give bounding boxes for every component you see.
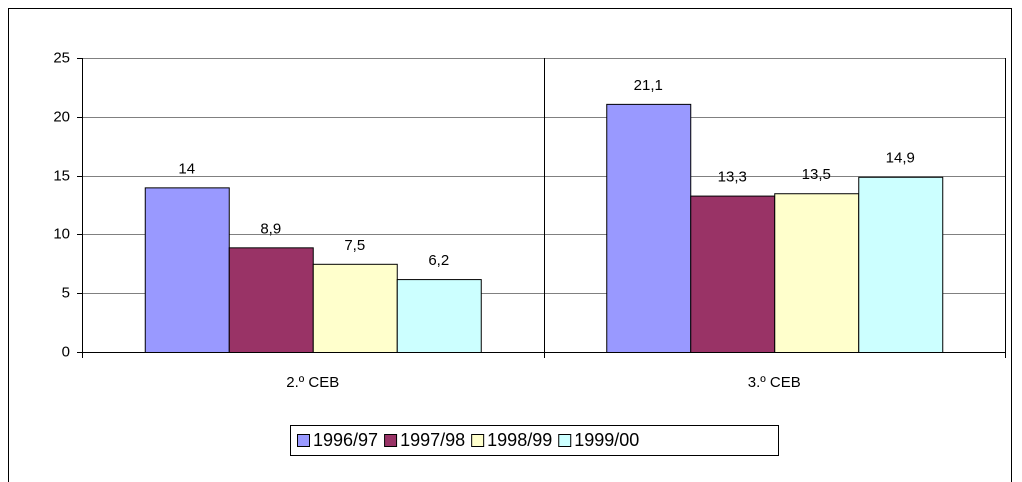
x-tick-label: 3.º CEB (748, 374, 801, 391)
data-label: 14 (178, 160, 195, 177)
bar (606, 103, 692, 353)
legend-label: 1997/98 (400, 430, 465, 450)
data-label: 13,3 (718, 169, 747, 186)
bar (312, 263, 398, 353)
legend-swatch (558, 434, 572, 447)
legend-box (290, 425, 779, 456)
x-tick-label: 2.º CEB (286, 374, 339, 391)
bar (774, 193, 860, 353)
legend-swatch (297, 434, 310, 447)
legend-label: 1996/97 (313, 430, 378, 450)
bar (858, 176, 944, 353)
bar (396, 279, 482, 354)
data-label: 6,2 (428, 252, 449, 269)
bar (144, 187, 230, 353)
data-label: 8,9 (260, 220, 281, 237)
bar (690, 195, 776, 353)
legend-swatch (384, 434, 398, 447)
legend-swatch (471, 434, 485, 447)
y-tick-label: 10 (53, 225, 70, 242)
data-label: 13,5 (802, 166, 831, 183)
y-tick-label: 20 (53, 108, 70, 125)
y-tick-label: 0 (62, 343, 70, 360)
data-label: 14,9 (886, 150, 915, 167)
legend-label: 1998/99 (487, 430, 552, 450)
bar (228, 247, 314, 353)
y-tick-label: 5 (62, 284, 70, 301)
y-tick-label: 15 (53, 167, 70, 184)
legend: 1996/97 1997/98 1998/99 1999/00 (290, 425, 779, 456)
legend-label: 1999/00 (574, 430, 639, 450)
data-label: 7,5 (344, 237, 365, 254)
data-label: 21,1 (634, 77, 663, 94)
y-tick-label: 25 (53, 49, 70, 66)
